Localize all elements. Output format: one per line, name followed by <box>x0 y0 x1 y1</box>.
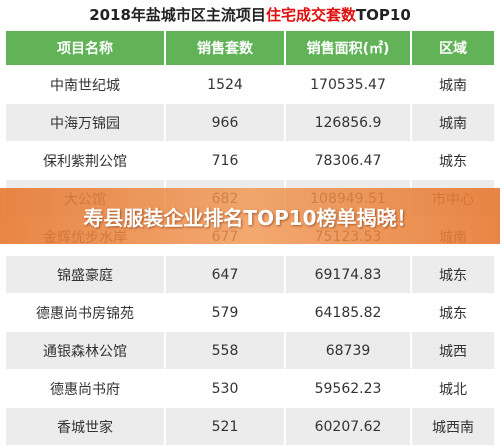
table-cell: 78306.47 <box>286 142 412 179</box>
table-cell: 558 <box>166 332 286 369</box>
banner: 寿县服装企业排名TOP10榜单揭晓！ <box>0 188 500 244</box>
header-cell: 销售套数 <box>166 31 286 65</box>
table-row: 中海万锦园 966 126856.9 城南 <box>6 104 494 142</box>
table-cell: 579 <box>166 294 286 331</box>
table-cell: 716 <box>166 142 286 179</box>
table-cell: 59562.23 <box>286 370 412 407</box>
header-cell: 区域 <box>439 41 467 57</box>
table-cell: 城东 <box>439 153 467 170</box>
title-highlight: 住宅成交套数 <box>265 6 356 24</box>
table-cell: 530 <box>166 370 286 407</box>
table-cell: 521 <box>166 408 286 445</box>
table-row: 香城世家 521 60207.62 城西南 <box>6 408 494 446</box>
table-cell: 德惠尚书府 <box>6 370 166 407</box>
table-cell: 中海万锦园 <box>6 104 166 141</box>
table-cell: 保利紫荆公馆 <box>6 142 166 179</box>
table-cell: 城南 <box>439 115 467 132</box>
table-row: 锦盛豪庭 647 69174.83 城东 <box>6 256 494 294</box>
table-cell: 城东 <box>439 305 467 322</box>
table-row: 德惠尚书府 530 59562.23 城北 <box>6 370 494 408</box>
title: 2018年盐城市区主流项目住宅成交套数TOP10 <box>0 0 500 30</box>
table-row: 中南世纪城 1524 170535.47 城南 <box>6 66 494 104</box>
table-cell: 德惠尚书房锦苑 <box>6 294 166 331</box>
table-cell: 69174.83 <box>286 256 412 293</box>
header-cell: 项目名称 <box>6 31 166 65</box>
header-cell: 销售面积(㎡) <box>286 31 412 65</box>
title-part: TOP10 <box>355 6 411 24</box>
table-cell: 通银森林公馆 <box>6 332 166 369</box>
table-cell: 64185.82 <box>286 294 412 331</box>
table-cell: 中南世纪城 <box>6 66 166 103</box>
table-cell: 1524 <box>166 66 286 103</box>
table-cell: 香城世家 <box>6 408 166 445</box>
table-cell: 647 <box>166 256 286 293</box>
table-cell: 城北 <box>439 381 467 398</box>
table-row: 德惠尚书房锦苑 579 64185.82 城东 <box>6 294 494 332</box>
table-cell: 城西 <box>439 343 467 360</box>
table-cell: 68739 <box>286 332 412 369</box>
title-part: 2018年盐城市区主流项目 <box>89 6 266 24</box>
table-cell: 锦盛豪庭 <box>6 256 166 293</box>
table-cell: 城东 <box>439 267 467 284</box>
table-cell: 966 <box>166 104 286 141</box>
table-row: 保利紫荆公馆 716 78306.47 城东 <box>6 142 494 180</box>
table-cell: 城南 <box>439 77 467 94</box>
table-cell: 126856.9 <box>286 104 412 141</box>
table-cell: 170535.47 <box>286 66 412 103</box>
table-row: 通银森林公馆 558 68739 城西 <box>6 332 494 370</box>
table-cell: 60207.62 <box>286 408 412 445</box>
table-cell: 城西南 <box>432 419 474 436</box>
header-row: 项目名称 销售套数 销售面积(㎡) 区域 <box>6 31 494 66</box>
